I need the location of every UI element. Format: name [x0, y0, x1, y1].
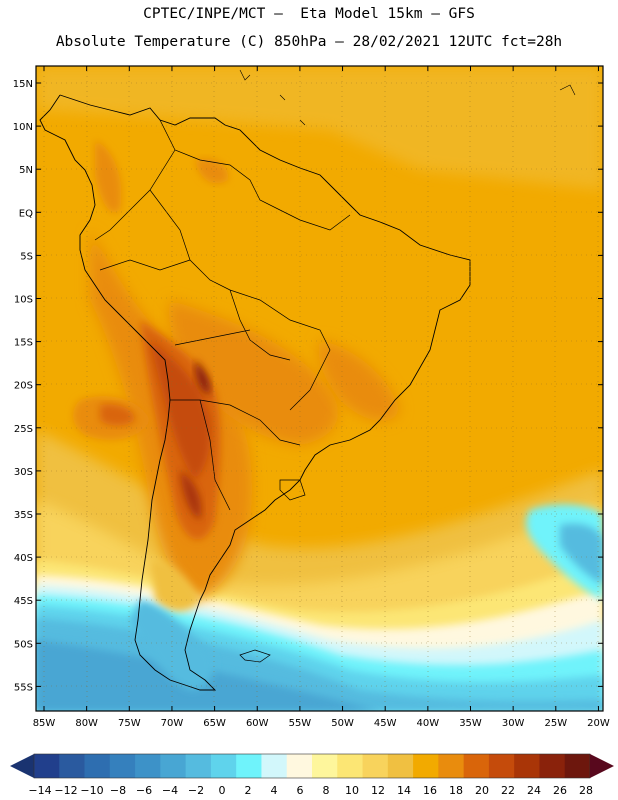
- lat-label-5N: 5N: [19, 165, 33, 176]
- south-america-coastline: [39, 94, 471, 691]
- lon-label-55W: 55W: [289, 718, 312, 729]
- lon-label-65W: 65W: [203, 718, 226, 729]
- falkland-islands: [239, 649, 271, 663]
- lon-label-25W: 25W: [544, 718, 567, 729]
- colorbar-label: 14: [397, 784, 411, 797]
- lat-label-10N: 10N: [13, 122, 33, 133]
- colorbar-swatch: [236, 754, 262, 778]
- chart-title-model: CPTEC/INPE/MCT – Eta Model 15km – GFS: [143, 6, 475, 22]
- lat-label-5S: 5S: [20, 251, 33, 262]
- lat-label-25S: 25S: [14, 424, 33, 435]
- colorbar-label: 16: [423, 784, 437, 797]
- colorbar-label: 26: [553, 784, 567, 797]
- lat-label-50S: 50S: [14, 639, 33, 650]
- colorbar-label: −4: [162, 784, 178, 797]
- colorbar-swatch: [362, 754, 389, 778]
- coastlines: [39, 69, 576, 691]
- lat-label-45S: 45S: [14, 596, 33, 607]
- colorbar-swatch: [286, 754, 313, 778]
- colorbar-label: 6: [297, 784, 304, 797]
- colorbar-swatch: [59, 754, 85, 778]
- latitude-labels: 15N 10N 5N EQ 5S 10S 15S 20S 25S 30S 35S 40S 45S 50S 5…: [13, 79, 33, 693]
- colorbar-label: 12: [371, 784, 385, 797]
- lat-label-40S: 40S: [14, 553, 33, 564]
- colorbar-high-arrow: [590, 754, 614, 778]
- colorbar-label: −2: [188, 784, 204, 797]
- lon-label-45W: 45W: [374, 718, 397, 729]
- colorbar-swatch: [413, 754, 439, 778]
- colorbar-label: 28: [579, 784, 593, 797]
- colorbar-label: 10: [345, 784, 359, 797]
- colorbar-swatch: [160, 754, 187, 778]
- lon-label-30W: 30W: [502, 718, 525, 729]
- lon-label-85W: 85W: [33, 718, 56, 729]
- lon-label-60W: 60W: [246, 718, 269, 729]
- colorbar-swatch: [34, 754, 60, 778]
- colorbar-label: −12: [54, 784, 77, 797]
- colorbar-swatch: [514, 754, 540, 778]
- caribbean-islands: [239, 69, 576, 126]
- lon-label-40W: 40W: [417, 718, 440, 729]
- colorbar-label: −6: [136, 784, 152, 797]
- lon-label-75W: 75W: [118, 718, 141, 729]
- colorbar-swatch: [84, 754, 111, 778]
- lon-label-80W: 80W: [75, 718, 98, 729]
- colorbar-label: 2: [245, 784, 252, 797]
- colorbar-label: 22: [501, 784, 515, 797]
- lat-label-35S: 35S: [14, 510, 33, 521]
- lon-label-35W: 35W: [459, 718, 482, 729]
- colorbar-swatch: [312, 754, 338, 778]
- colorbar-label: −8: [110, 784, 126, 797]
- colorbar-label: 20: [475, 784, 489, 797]
- colorbar-low-arrow: [10, 754, 34, 778]
- chart-title-field: Absolute Temperature (C) 850hPa – 28/02/…: [55, 34, 563, 50]
- colorbar-swatch: [539, 754, 566, 778]
- colorbar-label: 24: [527, 784, 541, 797]
- colorbar-label: −10: [80, 784, 103, 797]
- colorbar-swatch: [135, 754, 161, 778]
- temperature-field: [36, 66, 603, 711]
- longitude-labels: 85W 80W 75W 70W 65W 60W 55W 50W 45W 40W 35W 30W 25W 2…: [33, 718, 610, 729]
- lat-label-10S: 10S: [14, 295, 33, 306]
- colorbar-swatch: [185, 754, 212, 778]
- lon-label-70W: 70W: [161, 718, 184, 729]
- lat-label-55S: 55S: [14, 682, 33, 693]
- country-borders: [94, 119, 351, 511]
- colorbar-swatch: [564, 754, 591, 778]
- colorbar-swatch: [337, 754, 363, 778]
- lat-label-20S: 20S: [14, 381, 33, 392]
- colorbar-swatch: [261, 754, 288, 778]
- lon-label-20W: 20W: [587, 718, 610, 729]
- colorbar-label: 18: [449, 784, 463, 797]
- axis-ticks: [36, 66, 603, 711]
- uruguay-border: [279, 479, 306, 501]
- lon-label-50W: 50W: [331, 718, 354, 729]
- colorbar-label: −14: [28, 784, 51, 797]
- colorbar-swatch: [210, 754, 237, 778]
- lat-label-EQ: EQ: [19, 208, 33, 219]
- lat-label-15N: 15N: [13, 79, 33, 90]
- map-frame: [35, 65, 604, 712]
- colorbar-label: 8: [323, 784, 330, 797]
- colorbar-swatch: [438, 754, 465, 778]
- lat-label-30S: 30S: [14, 467, 33, 478]
- colorbar-swatch: [463, 754, 490, 778]
- colorbar: −14 −12 −10 −8 −6 −4 −2 0 2 4 6 8 10 12 14 16 18 20 22 24 26…: [10, 753, 614, 797]
- colorbar-swatch: [387, 754, 414, 778]
- colorbar-swatch: [488, 754, 515, 778]
- colorbar-swatch: [109, 754, 136, 778]
- colorbar-label: 0: [219, 784, 226, 797]
- lat-label-15S: 15S: [14, 338, 33, 349]
- colorbar-label: 4: [271, 784, 278, 797]
